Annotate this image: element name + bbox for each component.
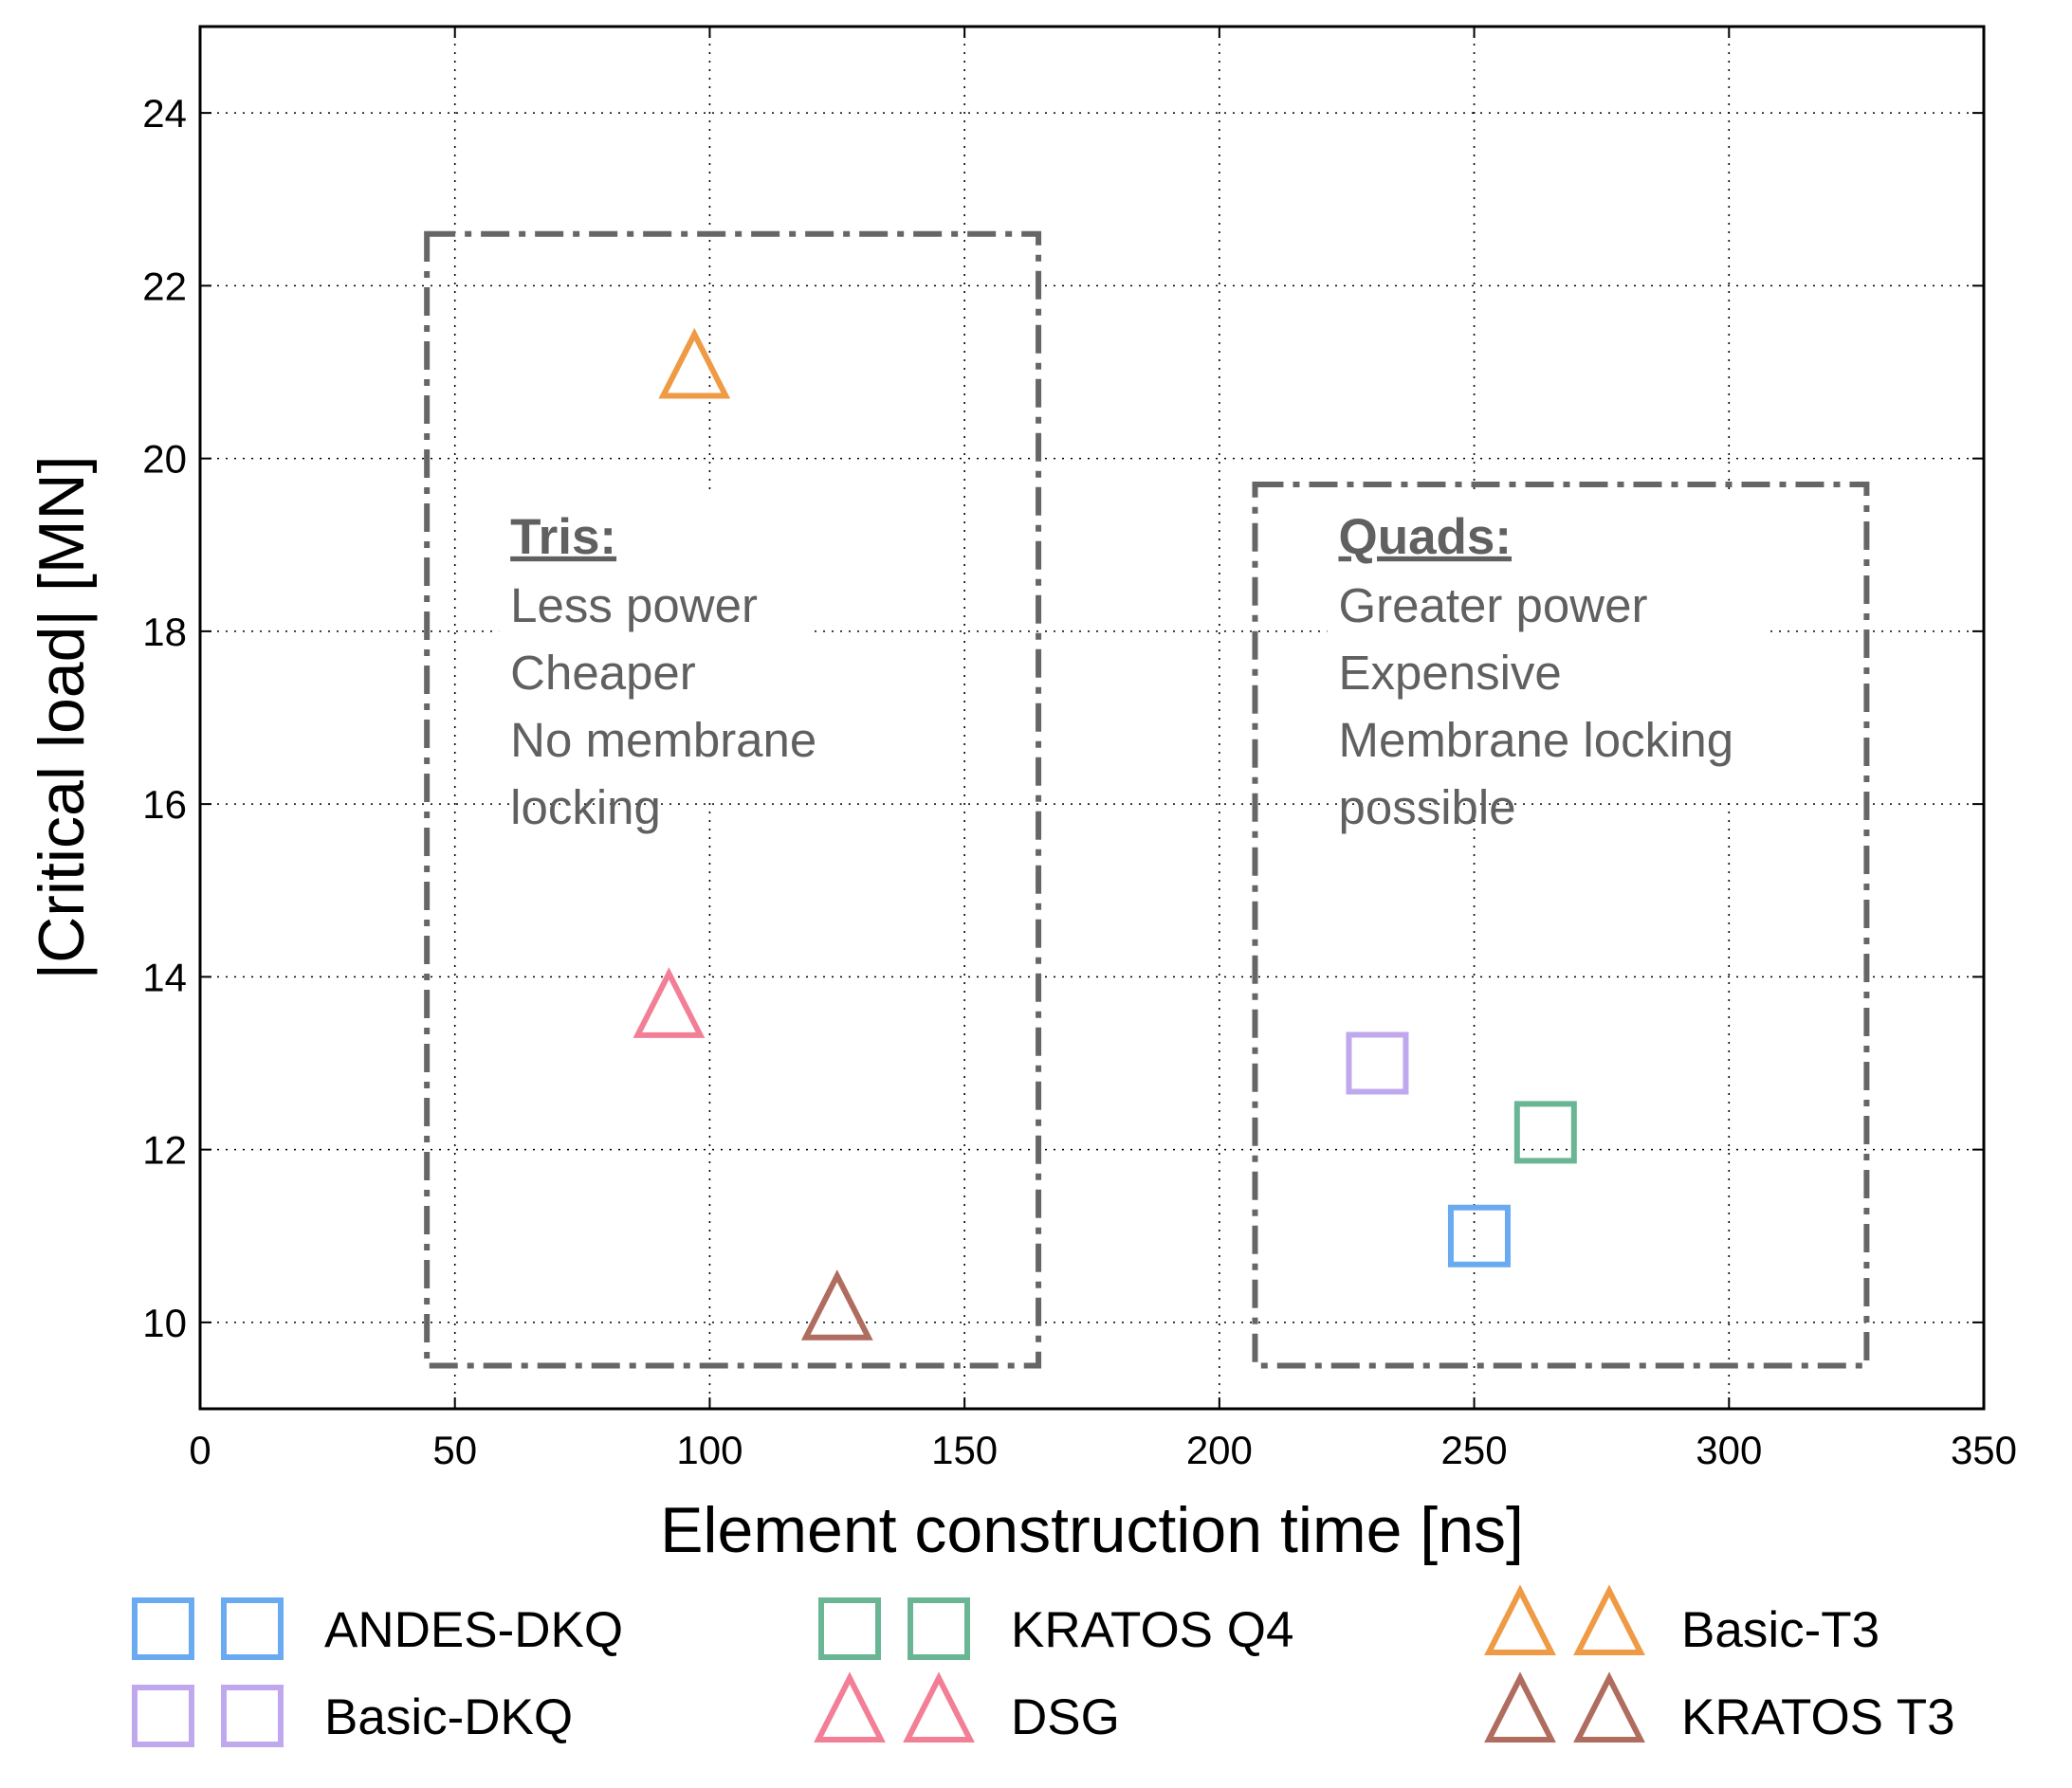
x-tick-label: 300	[1696, 1428, 1762, 1472]
data-points	[633, 327, 1577, 1341]
legend-item-basic-t3: Basic-T3	[1484, 1584, 1879, 1658]
data-point-kratos-t3	[800, 1269, 873, 1341]
data-point-basic-t3	[658, 327, 731, 399]
annotation-line: Membrane locking	[1338, 713, 1733, 767]
x-tick-label: 250	[1441, 1428, 1508, 1472]
x-tick-label: 50	[432, 1428, 477, 1472]
legend-marker	[908, 1597, 970, 1660]
y-tick-label: 22	[142, 264, 187, 308]
y-axis-label: |Critical load| [MN]	[26, 456, 98, 980]
x-tick-label: 150	[931, 1428, 998, 1472]
legend-marker	[818, 1597, 881, 1660]
legend-marker	[1484, 1584, 1556, 1655]
annotation-line: possible	[1338, 780, 1515, 834]
legend-item-kratos-q4: KRATOS Q4	[818, 1597, 1293, 1660]
annotation-line: No membrane	[510, 713, 816, 767]
legend-label: Basic-DKQ	[324, 1689, 573, 1745]
legend-marker	[814, 1671, 886, 1742]
annotation-backdrop	[499, 494, 810, 798]
y-tick-label: 16	[142, 782, 187, 827]
annotation-boxes	[424, 230, 1870, 1369]
annotation-heading: Tris:	[510, 509, 616, 565]
x-tick-label: 0	[189, 1428, 211, 1472]
legend-label: KRATOS T3	[1681, 1689, 1955, 1745]
x-axis-label: Element construction time [ns]	[660, 1494, 1524, 1566]
annotation-backdrop	[1327, 494, 1766, 798]
annotation-line: Greater power	[1338, 578, 1647, 632]
legend: ANDES-DKQ Basic-DKQ KRATOS Q4 DSG Basic-T3 KR…	[132, 1584, 1955, 1747]
data-point-dsg	[633, 967, 706, 1038]
y-tick-label: 14	[142, 955, 187, 999]
legend-item-andes-dkq: ANDES-DKQ	[132, 1597, 623, 1660]
annotation-line: Less power	[510, 578, 758, 632]
legend-marker	[221, 1685, 284, 1747]
data-point-andes-dkq	[1447, 1204, 1511, 1268]
legend-label: KRATOS Q4	[1011, 1602, 1293, 1658]
data-point-kratos-q4	[1513, 1101, 1577, 1164]
y-tick-label: 10	[142, 1301, 187, 1345]
data-point-basic-dkq	[1346, 1031, 1409, 1095]
annotation-line: Cheaper	[510, 646, 696, 700]
legend-item-kratos-t3: KRATOS T3	[1484, 1671, 1955, 1745]
legend-marker	[221, 1597, 284, 1660]
legend-label: ANDES-DKQ	[324, 1602, 623, 1658]
y-tick-label: 12	[142, 1128, 187, 1173]
y-tick-label: 18	[142, 610, 187, 654]
legend-item-dsg: DSG	[814, 1671, 1120, 1745]
annotation-box	[1252, 481, 1870, 1369]
annotation-line: Expensive	[1338, 646, 1561, 700]
legend-label: DSG	[1011, 1689, 1120, 1745]
legend-marker	[132, 1597, 194, 1660]
y-tick-label: 24	[142, 91, 187, 136]
annotation-box	[424, 230, 1042, 1369]
annotation-line: locking	[510, 780, 661, 834]
legend-item-basic-dkq: Basic-DKQ	[132, 1685, 573, 1747]
legend-label: Basic-T3	[1681, 1602, 1879, 1658]
axis-ticks: 0 50 100 150 200 250 300 350 10 12 14 16 18 20 22 24	[142, 27, 2017, 1472]
x-tick-label: 100	[676, 1428, 743, 1472]
legend-marker	[1573, 1671, 1645, 1742]
y-tick-label: 20	[142, 437, 187, 482]
legend-marker	[1484, 1671, 1556, 1742]
legend-marker	[903, 1671, 975, 1742]
x-tick-label: 350	[1951, 1428, 2017, 1472]
annotation-text: Tris: Less power Cheaper No membrane locking…	[510, 509, 1733, 834]
legend-marker	[132, 1685, 194, 1747]
plot-frame	[198, 25, 1986, 1411]
x-tick-label: 200	[1186, 1428, 1253, 1472]
legend-marker	[1573, 1584, 1645, 1655]
annotation-heading: Quads:	[1338, 509, 1512, 565]
